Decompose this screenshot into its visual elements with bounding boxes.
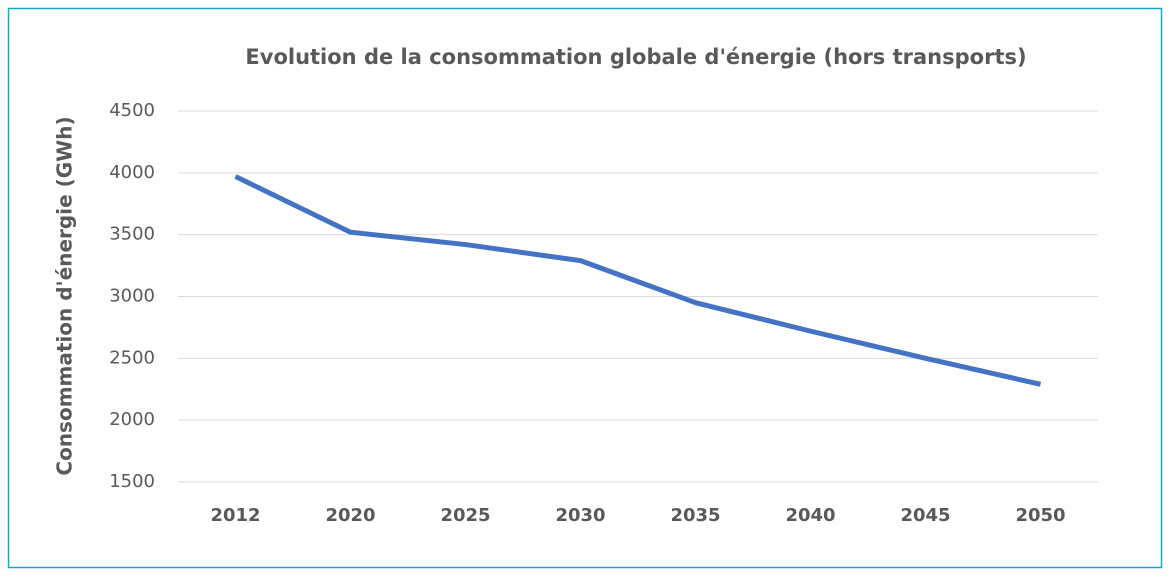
y-tick-label: 4000	[109, 162, 155, 183]
x-tick-label: 2012	[210, 505, 260, 526]
chart-frame	[7, 7, 1163, 569]
x-tick-label: 2020	[325, 505, 375, 526]
x-tick-label: 2050	[1015, 505, 1065, 526]
y-tick-label: 1500	[109, 471, 155, 492]
y-tick-label: 4500	[109, 100, 155, 121]
y-tick-label: 3500	[109, 224, 155, 245]
x-tick-label: 2040	[785, 505, 835, 526]
x-tick-label: 2025	[440, 505, 490, 526]
x-tick-label: 2030	[555, 505, 605, 526]
x-tick-label: 2045	[900, 505, 950, 526]
y-tick-label: 2000	[109, 409, 155, 430]
line-series	[234, 174, 1042, 387]
x-tick-label: 2035	[670, 505, 720, 526]
y-axis-label: Consommation d'énergie (GWh)	[53, 116, 77, 475]
y-tick-label: 2500	[109, 347, 155, 368]
y-tick-label: 3000	[109, 286, 155, 307]
chart-title: Evolution de la consommation globale d'é…	[245, 45, 1026, 69]
